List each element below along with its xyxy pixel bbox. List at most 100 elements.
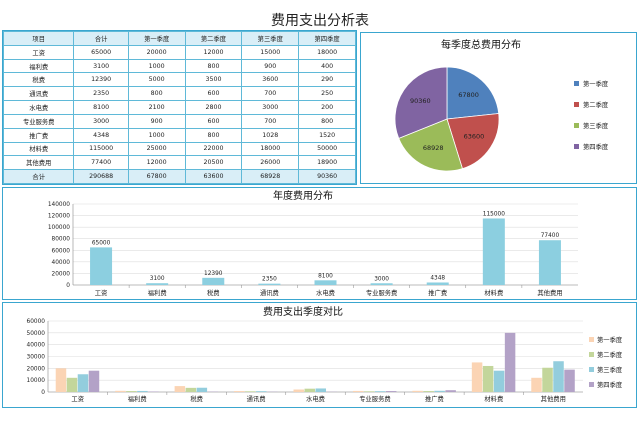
y-tick-label: 80000	[52, 237, 71, 243]
pie-data-label: 90360	[410, 97, 431, 105]
y-tick-label: 40000	[52, 260, 71, 266]
y-tick-label: 20000	[27, 366, 46, 372]
row-label-cell: 材料费	[2, 141, 75, 157]
expense-table: 项目 合计 第一季度 第二季度 第三季度 第四季度 工资 65000 20000 12000 150…	[2, 31, 356, 184]
value-cell: 63600	[184, 169, 243, 184]
bar	[185, 387, 197, 392]
value-cell: 12000	[184, 44, 243, 60]
pie-data-label: 63600	[464, 133, 485, 141]
row-label-cell: 推广费	[2, 127, 75, 143]
bar	[542, 367, 553, 392]
page-title: 费用支出分析表	[271, 13, 369, 29]
bar	[482, 365, 494, 392]
value-cell: 第四季度	[298, 31, 356, 46]
value-cell: 2100	[127, 100, 186, 115]
bar	[55, 368, 67, 392]
value-cell: 26000	[241, 155, 300, 171]
row-label-cell: 福利费	[2, 58, 75, 74]
bar	[146, 283, 169, 285]
value-cell: 20500	[184, 155, 243, 171]
x-tick-label: 福利费	[148, 288, 167, 297]
value-cell: 2350	[73, 86, 129, 102]
value-cell: 600	[184, 113, 243, 129]
bar	[137, 390, 148, 392]
legend-label: 第一季度	[597, 335, 623, 344]
legend-label: 第三季度	[583, 121, 609, 130]
row-label-cell: 工资	[2, 44, 75, 60]
value-cell: 20000	[127, 44, 186, 60]
bar	[374, 391, 386, 392]
value-cell: 3000	[241, 100, 300, 115]
bar	[423, 391, 434, 392]
x-tick-label: 水电费	[306, 394, 325, 403]
legend-swatch	[574, 144, 579, 149]
bar	[304, 388, 315, 392]
x-tick-label: 推广费	[428, 288, 447, 297]
value-cell: 18000	[298, 44, 356, 60]
value-cell: 800	[298, 113, 356, 129]
legend-swatch	[574, 123, 579, 128]
bar	[234, 391, 245, 392]
bar	[538, 240, 561, 285]
y-tick-label: 30000	[27, 355, 46, 361]
x-tick-label: 税费	[207, 288, 220, 297]
bar	[293, 389, 304, 392]
value-cell: 77400	[73, 155, 129, 171]
x-tick-label: 水电费	[316, 288, 335, 297]
bar-data-label: 77400	[541, 233, 560, 239]
bar	[77, 374, 89, 392]
value-cell: 290688	[73, 169, 129, 184]
table-row: 工资 65000 20000 12000 15000 18000	[2, 44, 356, 60]
bar	[370, 283, 393, 285]
value-cell: 50000	[298, 141, 356, 157]
table-row: 水电费 8100 2100 2800 3000 200	[2, 100, 356, 115]
value-cell: 3100	[73, 58, 129, 74]
bar	[90, 247, 113, 285]
annual-bar-chart: 年度费用分布 0 20000 40000 60000 80000 100000 120000 1…	[48, 189, 578, 297]
y-tick-label: 120000	[48, 214, 70, 220]
bar-data-label: 12390	[204, 271, 223, 277]
bar	[352, 390, 364, 392]
value-cell: 12000	[127, 155, 186, 171]
pie-slice	[446, 113, 500, 170]
value-cell: 第一季度	[127, 31, 186, 46]
bar	[363, 391, 375, 392]
legend-label: 第三季度	[597, 365, 623, 374]
bar	[482, 218, 505, 285]
legend-swatch	[574, 102, 579, 107]
legend-swatch	[574, 81, 579, 86]
bar	[426, 282, 449, 285]
bar-data-label: 65000	[92, 240, 111, 246]
table-row: 其他费用 77400 12000 20500 26000 18900	[2, 155, 356, 171]
legend-label: 第四季度	[597, 380, 623, 389]
value-cell: 250	[298, 86, 356, 102]
value-cell: 700	[241, 86, 300, 102]
value-cell: 合计	[73, 31, 129, 46]
bar	[564, 369, 575, 392]
x-tick-label: 其他费用	[541, 394, 566, 403]
quarterly-pie-panel: 每季度总费用分布 67800 63600 68928 90360 第一季度 第二季度 第三季度…	[360, 32, 637, 184]
value-cell: 1028	[241, 127, 300, 143]
table-row: 材料费 115000 25000 22000 18000 50000	[2, 141, 356, 157]
y-tick-label: 60000	[52, 248, 71, 254]
value-cell: 18000	[241, 141, 300, 157]
value-cell: 200	[298, 100, 356, 115]
row-label-cell: 水电费	[2, 100, 75, 115]
x-tick-label: 材料费	[484, 288, 503, 297]
table-row: 福利费 3100 1000 800 900 400	[2, 58, 356, 74]
row-label-cell: 通讯费	[2, 86, 75, 102]
x-tick-label: 专业服务费	[366, 288, 397, 297]
value-cell: 3600	[241, 72, 300, 88]
y-tick-label: 140000	[48, 202, 70, 208]
bar-data-label: 3000	[374, 276, 389, 282]
value-cell: 25000	[127, 141, 186, 157]
value-cell: 3500	[184, 72, 243, 88]
x-tick-label: 推广费	[425, 394, 444, 403]
table-row: 推广费 4348 1000 800 1028 1520	[2, 127, 356, 143]
value-cell: 290	[298, 72, 356, 88]
value-cell: 3000	[73, 113, 129, 129]
value-cell: 800	[184, 58, 243, 74]
quarter-bar-panel: 费用支出季度对比 0 10000 20000 30000 40000 50000 60000 工…	[2, 302, 637, 408]
pie-title: 每季度总费用分布	[441, 38, 521, 51]
bar	[471, 362, 483, 392]
